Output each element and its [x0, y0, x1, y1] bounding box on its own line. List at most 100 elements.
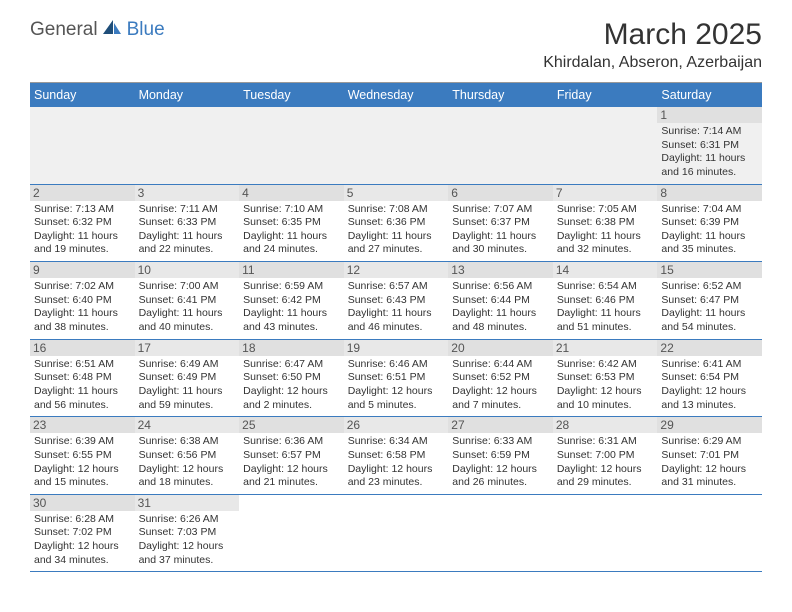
empty-cell [448, 495, 553, 572]
title-block: March 2025 Khirdalan, Abseron, Azerbaija… [543, 18, 762, 72]
month-title: March 2025 [543, 18, 762, 52]
day-cell: 6Sunrise: 7:07 AMSunset: 6:37 PMDaylight… [448, 185, 553, 262]
empty-cell [344, 107, 449, 184]
day-number: 4 [239, 185, 344, 201]
sunset-text: Sunset: 6:38 PM [557, 216, 654, 230]
day-number: 12 [344, 262, 449, 278]
daylight-text: Daylight: 12 hours and 31 minutes. [661, 463, 758, 490]
daylight-text: Daylight: 12 hours and 13 minutes. [661, 385, 758, 412]
sunset-text: Sunset: 7:00 PM [557, 449, 654, 463]
empty-cell [239, 495, 344, 572]
day-number: 23 [30, 417, 135, 433]
day-header-label: Wednesday [344, 83, 449, 107]
daylight-text: Daylight: 12 hours and 2 minutes. [243, 385, 340, 412]
sunset-text: Sunset: 6:37 PM [452, 216, 549, 230]
daylight-text: Daylight: 11 hours and 51 minutes. [557, 307, 654, 334]
day-number: 7 [553, 185, 658, 201]
sunset-text: Sunset: 6:56 PM [139, 449, 236, 463]
sunset-text: Sunset: 6:31 PM [661, 139, 758, 153]
sunset-text: Sunset: 6:54 PM [661, 371, 758, 385]
sunset-text: Sunset: 6:46 PM [557, 294, 654, 308]
sunrise-text: Sunrise: 7:11 AM [139, 203, 236, 217]
day-number: 14 [553, 262, 658, 278]
empty-cell [553, 107, 658, 184]
week-row: 23Sunrise: 6:39 AMSunset: 6:55 PMDayligh… [30, 417, 762, 495]
daylight-text: Daylight: 12 hours and 26 minutes. [452, 463, 549, 490]
day-cell: 25Sunrise: 6:36 AMSunset: 6:57 PMDayligh… [239, 417, 344, 494]
empty-cell [135, 107, 240, 184]
sunset-text: Sunset: 6:43 PM [348, 294, 445, 308]
day-number: 1 [657, 107, 762, 123]
sunset-text: Sunset: 6:49 PM [139, 371, 236, 385]
day-cell: 7 Sunrise: 7:05 AMSunset: 6:38 PMDaylight… [553, 185, 658, 262]
sunset-text: Sunset: 6:41 PM [139, 294, 236, 308]
daylight-text: Daylight: 11 hours and 16 minutes. [661, 152, 758, 179]
daylight-text: Daylight: 11 hours and 38 minutes. [34, 307, 131, 334]
sunrise-text: Sunrise: 6:44 AM [452, 358, 549, 372]
day-number: 21 [553, 340, 658, 356]
sunrise-text: Sunrise: 6:42 AM [557, 358, 654, 372]
day-number: 26 [344, 417, 449, 433]
day-cell: 1Sunrise: 7:14 AMSunset: 6:31 PMDaylight… [657, 107, 762, 184]
daylight-text: Daylight: 11 hours and 46 minutes. [348, 307, 445, 334]
logo-text-general: General [30, 19, 98, 41]
day-cell: 12 Sunrise: 6:57 AMSunset: 6:43 PMDayligh… [344, 262, 449, 339]
day-header-label: Sunday [30, 83, 135, 107]
daylight-text: Daylight: 11 hours and 27 minutes. [348, 230, 445, 257]
sunset-text: Sunset: 6:51 PM [348, 371, 445, 385]
sunrise-text: Sunrise: 6:29 AM [661, 435, 758, 449]
daylight-text: Daylight: 11 hours and 19 minutes. [34, 230, 131, 257]
daylight-text: Daylight: 12 hours and 23 minutes. [348, 463, 445, 490]
sunrise-text: Sunrise: 7:10 AM [243, 203, 340, 217]
sunrise-text: Sunrise: 7:05 AM [557, 203, 654, 217]
day-cell: 9Sunrise: 7:02 AMSunset: 6:40 PMDaylight… [30, 262, 135, 339]
day-number: 9 [30, 262, 135, 278]
day-cell: 17Sunrise: 6:49 AMSunset: 6:49 PMDayligh… [135, 340, 240, 417]
sunset-text: Sunset: 6:52 PM [452, 371, 549, 385]
sunrise-text: Sunrise: 6:28 AM [34, 513, 131, 527]
sunrise-text: Sunrise: 6:31 AM [557, 435, 654, 449]
day-cell: 26Sunrise: 6:34 AMSunset: 6:58 PMDayligh… [344, 417, 449, 494]
sunset-text: Sunset: 7:02 PM [34, 526, 131, 540]
week-row: 9Sunrise: 7:02 AMSunset: 6:40 PMDaylight… [30, 262, 762, 340]
empty-cell [657, 495, 762, 572]
day-header-label: Thursday [448, 83, 553, 107]
day-cell: 24Sunrise: 6:38 AMSunset: 6:56 PMDayligh… [135, 417, 240, 494]
day-cell: 30Sunrise: 6:28 AMSunset: 7:02 PMDayligh… [30, 495, 135, 572]
day-number: 22 [657, 340, 762, 356]
sunrise-text: Sunrise: 6:57 AM [348, 280, 445, 294]
sunrise-text: Sunrise: 7:08 AM [348, 203, 445, 217]
week-row: 1Sunrise: 7:14 AMSunset: 6:31 PMDaylight… [30, 107, 762, 185]
daylight-text: Daylight: 11 hours and 32 minutes. [557, 230, 654, 257]
daylight-text: Daylight: 12 hours and 37 minutes. [139, 540, 236, 567]
daylight-text: Daylight: 11 hours and 48 minutes. [452, 307, 549, 334]
day-cell: 28Sunrise: 6:31 AMSunset: 7:00 PMDayligh… [553, 417, 658, 494]
sunset-text: Sunset: 6:36 PM [348, 216, 445, 230]
daylight-text: Daylight: 11 hours and 40 minutes. [139, 307, 236, 334]
day-number: 6 [448, 185, 553, 201]
day-cell: 5 Sunrise: 7:08 AMSunset: 6:36 PMDaylight… [344, 185, 449, 262]
sunrise-text: Sunrise: 6:38 AM [139, 435, 236, 449]
sunset-text: Sunset: 6:32 PM [34, 216, 131, 230]
empty-cell [448, 107, 553, 184]
weeks-container: 1Sunrise: 7:14 AMSunset: 6:31 PMDaylight… [30, 107, 762, 572]
daylight-text: Daylight: 12 hours and 21 minutes. [243, 463, 340, 490]
daylight-text: Daylight: 12 hours and 18 minutes. [139, 463, 236, 490]
day-number: 15 [657, 262, 762, 278]
daylight-text: Daylight: 12 hours and 15 minutes. [34, 463, 131, 490]
empty-cell [239, 107, 344, 184]
day-cell: 14Sunrise: 6:54 AMSunset: 6:46 PMDayligh… [553, 262, 658, 339]
sunset-text: Sunset: 6:42 PM [243, 294, 340, 308]
day-number: 5 [344, 185, 449, 201]
day-number: 31 [135, 495, 240, 511]
calendar: SundayMondayTuesdayWednesdayThursdayFrid… [30, 82, 762, 572]
sail-icon [101, 18, 123, 41]
daylight-text: Daylight: 11 hours and 22 minutes. [139, 230, 236, 257]
day-number: 20 [448, 340, 553, 356]
header: General Blue March 2025 Khirdalan, Abser… [0, 0, 792, 76]
daylight-text: Daylight: 12 hours and 5 minutes. [348, 385, 445, 412]
sunrise-text: Sunrise: 6:59 AM [243, 280, 340, 294]
day-number: 19 [344, 340, 449, 356]
sunset-text: Sunset: 6:57 PM [243, 449, 340, 463]
daylight-text: Daylight: 11 hours and 30 minutes. [452, 230, 549, 257]
